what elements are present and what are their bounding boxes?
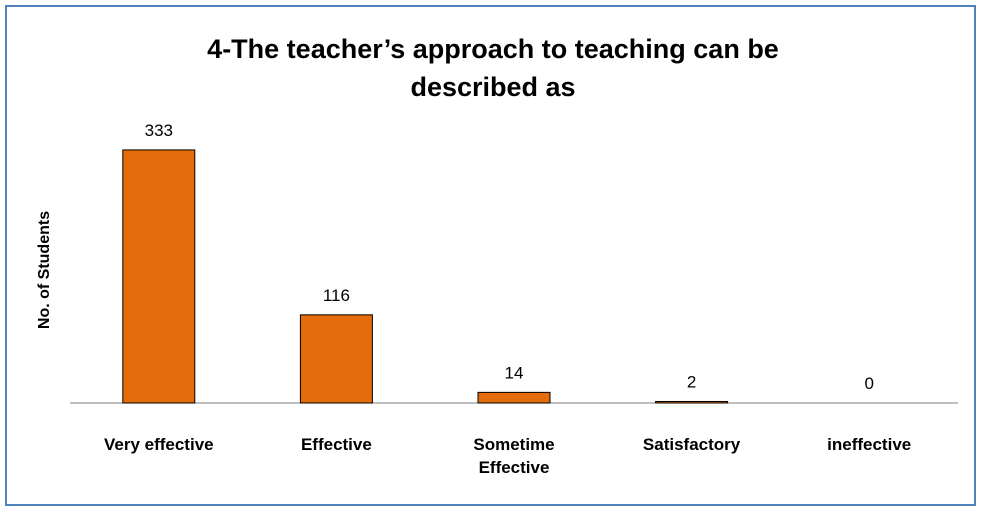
data-label: 333: [145, 121, 173, 140]
bar: [299, 314, 373, 404]
bar: [655, 400, 729, 404]
chart-title: 4-The teacher’s approach to teaching can…: [207, 34, 779, 102]
x-tick-label: Effective: [300, 435, 372, 454]
x-tick-label: Very effective: [103, 435, 214, 454]
bar: [122, 149, 196, 404]
data-label: 116: [323, 286, 350, 305]
data-label: 0: [864, 374, 873, 393]
data-label: 2: [687, 372, 696, 391]
data-label: 14: [505, 363, 524, 382]
x-tick-label: Satisfactory: [642, 435, 741, 454]
x-tick-label: ineffective: [827, 435, 912, 454]
x-tick-label: Sometime Effective: [473, 435, 555, 477]
bar: [477, 391, 551, 404]
